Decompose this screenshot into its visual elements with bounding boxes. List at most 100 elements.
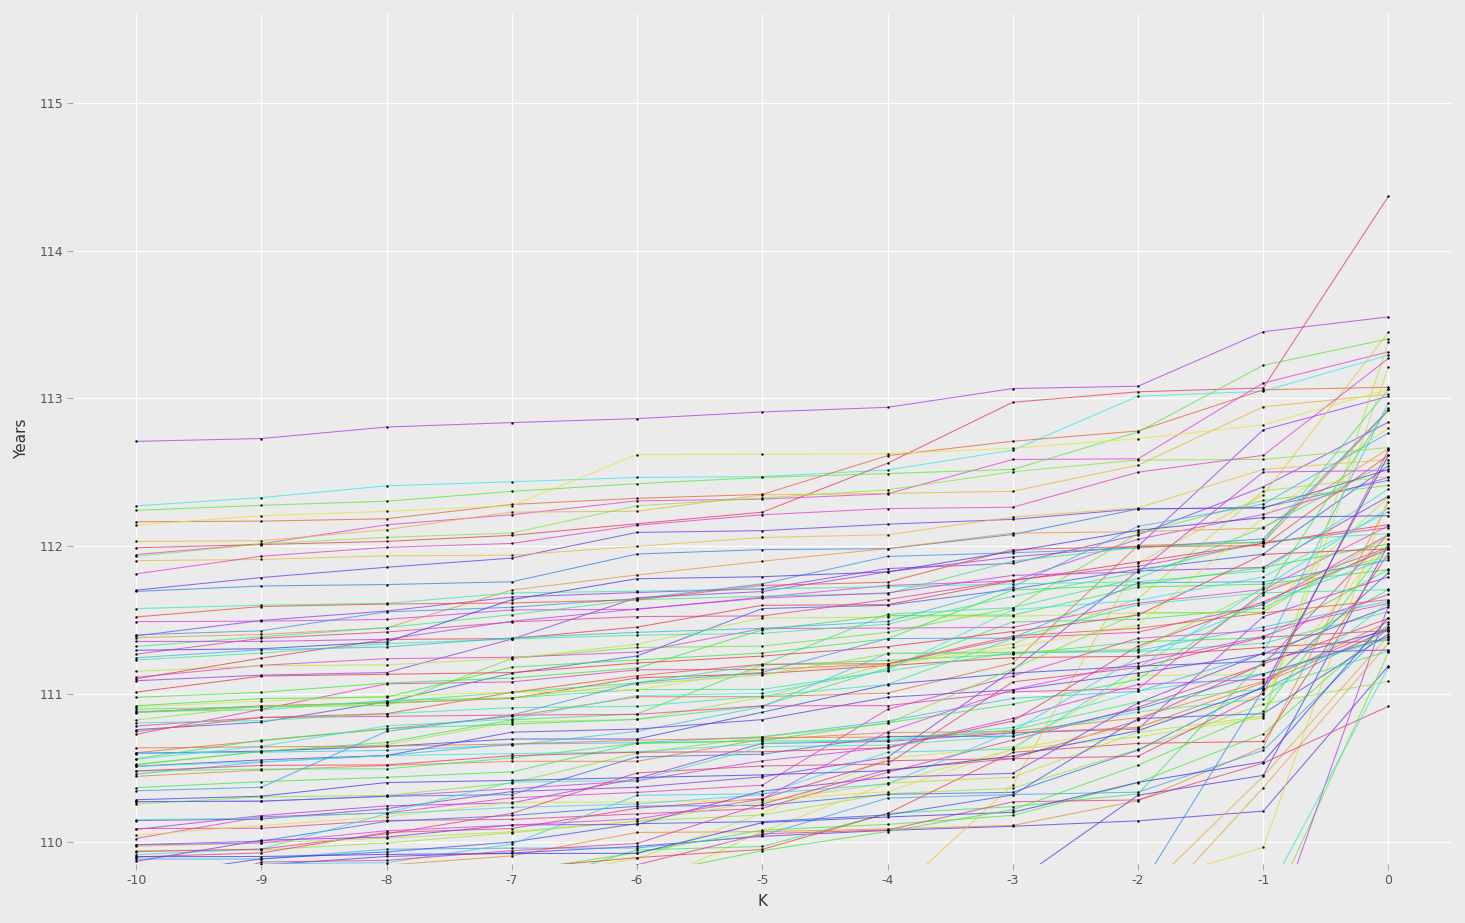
Point xyxy=(500,865,523,880)
Point xyxy=(1251,667,1275,682)
Point xyxy=(1377,595,1401,610)
Point xyxy=(249,651,272,665)
Point xyxy=(500,595,523,610)
Point xyxy=(249,509,272,523)
Point xyxy=(1251,756,1275,771)
Point xyxy=(1377,440,1401,455)
Point xyxy=(1251,484,1275,498)
Point xyxy=(1377,587,1401,602)
Point xyxy=(375,694,398,709)
Point xyxy=(876,887,900,902)
Point xyxy=(1251,656,1275,671)
Point xyxy=(375,831,398,845)
Point xyxy=(876,486,900,501)
Point xyxy=(1377,542,1401,557)
Point xyxy=(1251,384,1275,399)
Point xyxy=(1127,605,1150,620)
Point xyxy=(1127,660,1150,675)
Point xyxy=(1377,463,1401,478)
Point xyxy=(750,508,774,522)
Point xyxy=(1001,484,1024,498)
Point xyxy=(750,826,774,841)
Point xyxy=(750,705,774,720)
Point xyxy=(500,860,523,875)
Point xyxy=(375,478,398,493)
Point xyxy=(1251,324,1275,339)
Point xyxy=(750,906,774,921)
Point xyxy=(375,420,398,435)
Point xyxy=(1001,808,1024,822)
Point xyxy=(1001,770,1024,785)
Point xyxy=(1377,582,1401,597)
Point xyxy=(876,646,900,661)
Point xyxy=(249,646,272,661)
Point xyxy=(1127,684,1150,699)
Point xyxy=(125,838,148,853)
Point xyxy=(1001,728,1024,743)
Point xyxy=(375,632,398,647)
Point xyxy=(249,789,272,804)
Point xyxy=(375,706,398,721)
Point xyxy=(125,746,148,761)
Point xyxy=(1127,500,1150,515)
Point xyxy=(750,505,774,520)
Point xyxy=(1001,720,1024,735)
Point xyxy=(375,665,398,680)
Point xyxy=(375,845,398,859)
Point xyxy=(1127,668,1150,683)
Point xyxy=(1251,840,1275,855)
Point xyxy=(500,685,523,700)
Point xyxy=(750,542,774,557)
Point xyxy=(1001,601,1024,616)
Point xyxy=(375,807,398,821)
Point xyxy=(1127,711,1150,725)
Point xyxy=(1001,751,1024,766)
Point xyxy=(1127,696,1150,711)
Point xyxy=(876,578,900,593)
Point xyxy=(1001,527,1024,542)
Point xyxy=(249,794,272,809)
Point xyxy=(1001,500,1024,515)
Point xyxy=(876,657,900,672)
Point xyxy=(750,487,774,502)
Point xyxy=(1251,569,1275,584)
Point xyxy=(125,628,148,642)
Point xyxy=(750,665,774,679)
Point xyxy=(249,733,272,748)
Point xyxy=(750,829,774,844)
Point xyxy=(1001,603,1024,617)
Point xyxy=(750,689,774,703)
Point xyxy=(500,600,523,615)
Point xyxy=(125,553,148,568)
Point xyxy=(626,811,649,826)
Point xyxy=(1251,605,1275,619)
Point xyxy=(1127,580,1150,594)
Point xyxy=(626,797,649,811)
Point xyxy=(1001,620,1024,635)
Point xyxy=(375,518,398,533)
Point xyxy=(375,879,398,893)
Point xyxy=(375,847,398,862)
Point xyxy=(500,818,523,833)
Point xyxy=(500,750,523,765)
Point xyxy=(1377,380,1401,395)
Point xyxy=(750,700,774,714)
Point xyxy=(500,528,523,543)
Point xyxy=(876,806,900,821)
Point xyxy=(626,816,649,831)
Point xyxy=(876,730,900,745)
Point xyxy=(249,733,272,748)
Point xyxy=(1001,749,1024,763)
Point xyxy=(626,494,649,509)
Point xyxy=(375,823,398,838)
Point xyxy=(1251,780,1275,795)
Point xyxy=(626,447,649,462)
Point xyxy=(249,431,272,446)
Point xyxy=(1251,595,1275,610)
Point xyxy=(249,533,272,548)
Point xyxy=(249,835,272,850)
Point xyxy=(249,867,272,881)
Point xyxy=(1251,536,1275,551)
Point xyxy=(1001,544,1024,558)
Point xyxy=(1127,565,1150,580)
